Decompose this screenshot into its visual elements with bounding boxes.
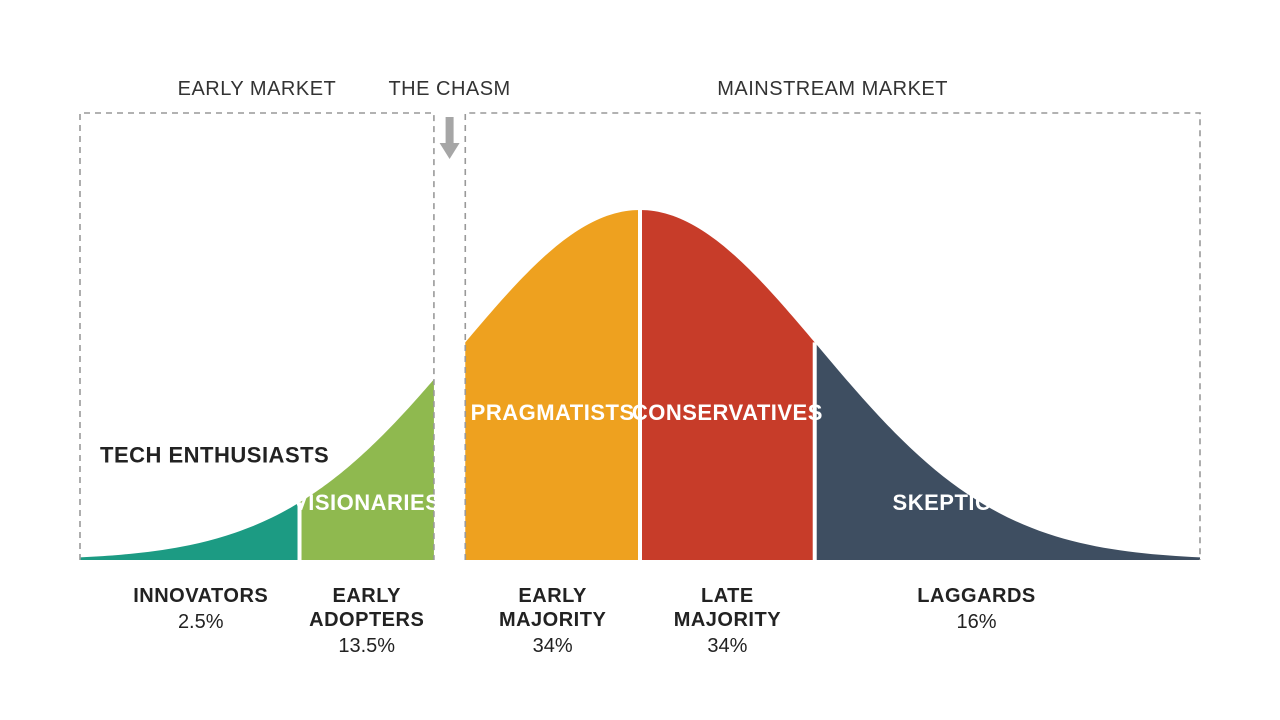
- segment-late-majority-name-label: LATEMAJORITY: [674, 585, 782, 631]
- segment-late-majority-pct-label: 34%: [707, 635, 747, 657]
- segment-laggards-persona-label: SKEPTICS: [893, 490, 1007, 515]
- segment-late-majority-persona-label: CONSERVATIVES: [632, 400, 823, 425]
- segment-innovators-pct-label: 2.5%: [178, 611, 224, 633]
- segment-early-adopters-persona-label: VISIONARIES: [293, 490, 440, 515]
- adoption-curve-diagram: EARLY MARKET THE CHASM MAINSTREAM MARKET TE…: [0, 0, 1280, 720]
- segment-early-adopters-name-label: EARLYADOPTERS: [309, 585, 424, 631]
- segment-late-majority: [640, 210, 815, 560]
- chasm-arrow-head-icon: [440, 143, 460, 159]
- segment-laggards-name-label: LAGGARDS: [917, 585, 1035, 607]
- segment-laggards: [815, 342, 1200, 560]
- mainstream-market-label: MAINSTREAM MARKET: [717, 78, 948, 100]
- segment-early-adopters-pct-label: 13.5%: [338, 635, 395, 657]
- segment-early-majority-persona-label: PRAGMATISTS: [471, 400, 635, 425]
- chasm-label: THE CHASM: [388, 78, 510, 100]
- segment-early-adopters: [300, 379, 434, 560]
- segment-early-majority-pct-label: 34%: [533, 635, 573, 657]
- chasm-arrow-icon: [446, 117, 454, 143]
- early-market-label: EARLY MARKET: [178, 78, 337, 100]
- segment-innovators: [80, 502, 300, 560]
- segments-group: [80, 210, 1200, 560]
- segment-innovators-name-label: INNOVATORS: [133, 585, 268, 607]
- segment-laggards-pct-label: 16%: [957, 611, 997, 633]
- segment-innovators-persona-label: TECH ENTHUSIASTS: [100, 442, 329, 467]
- segment-early-majority: [465, 210, 640, 560]
- segment-early-majority-name-label: EARLYMAJORITY: [499, 585, 607, 631]
